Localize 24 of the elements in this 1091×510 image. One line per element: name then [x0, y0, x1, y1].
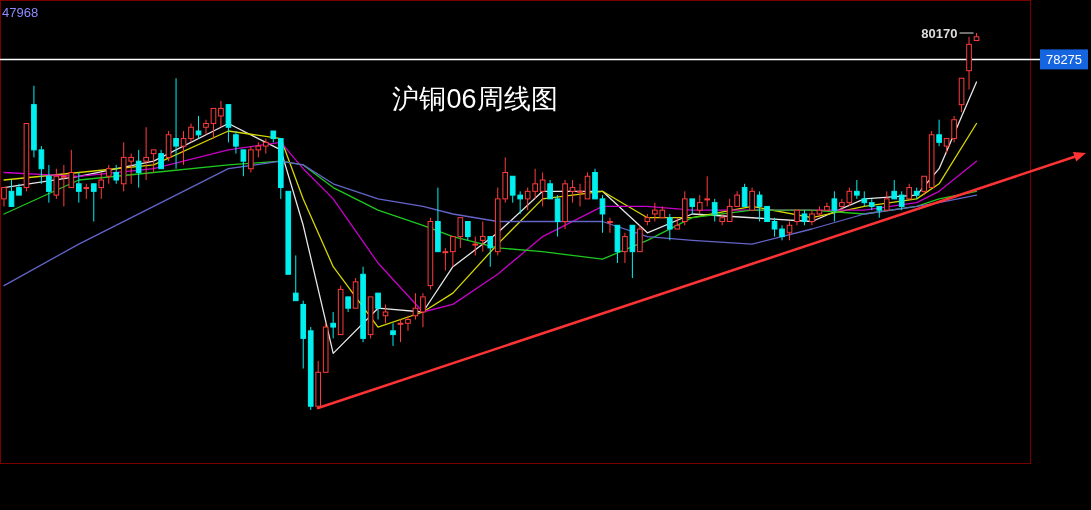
candlestick: [390, 322, 396, 347]
candlestick: [420, 292, 426, 328]
candlestick: [360, 266, 366, 343]
candlestick: [622, 232, 628, 264]
candlestick: [966, 36, 972, 91]
text: 47968: [2, 5, 39, 20]
candlestick: [330, 311, 336, 339]
candlestick: [143, 126, 149, 181]
candlestick: [233, 130, 239, 155]
annotation: 78275: [1045, 52, 1083, 68]
candlestick: [562, 179, 568, 230]
candlestick: [173, 77, 179, 170]
candlestick: [936, 119, 942, 147]
candlestick: [135, 149, 142, 189]
candlestick: [405, 315, 411, 332]
text: 沪铜06周线图: [392, 84, 558, 114]
candlestick: [218, 100, 224, 128]
candlestick: [75, 171, 82, 204]
annotation: 80170: [921, 26, 958, 41]
candlestick: [195, 115, 202, 140]
candlestick: [46, 164, 52, 204]
candlestick: [479, 221, 486, 253]
candlestick: [607, 217, 613, 234]
candlestick: [412, 292, 419, 321]
